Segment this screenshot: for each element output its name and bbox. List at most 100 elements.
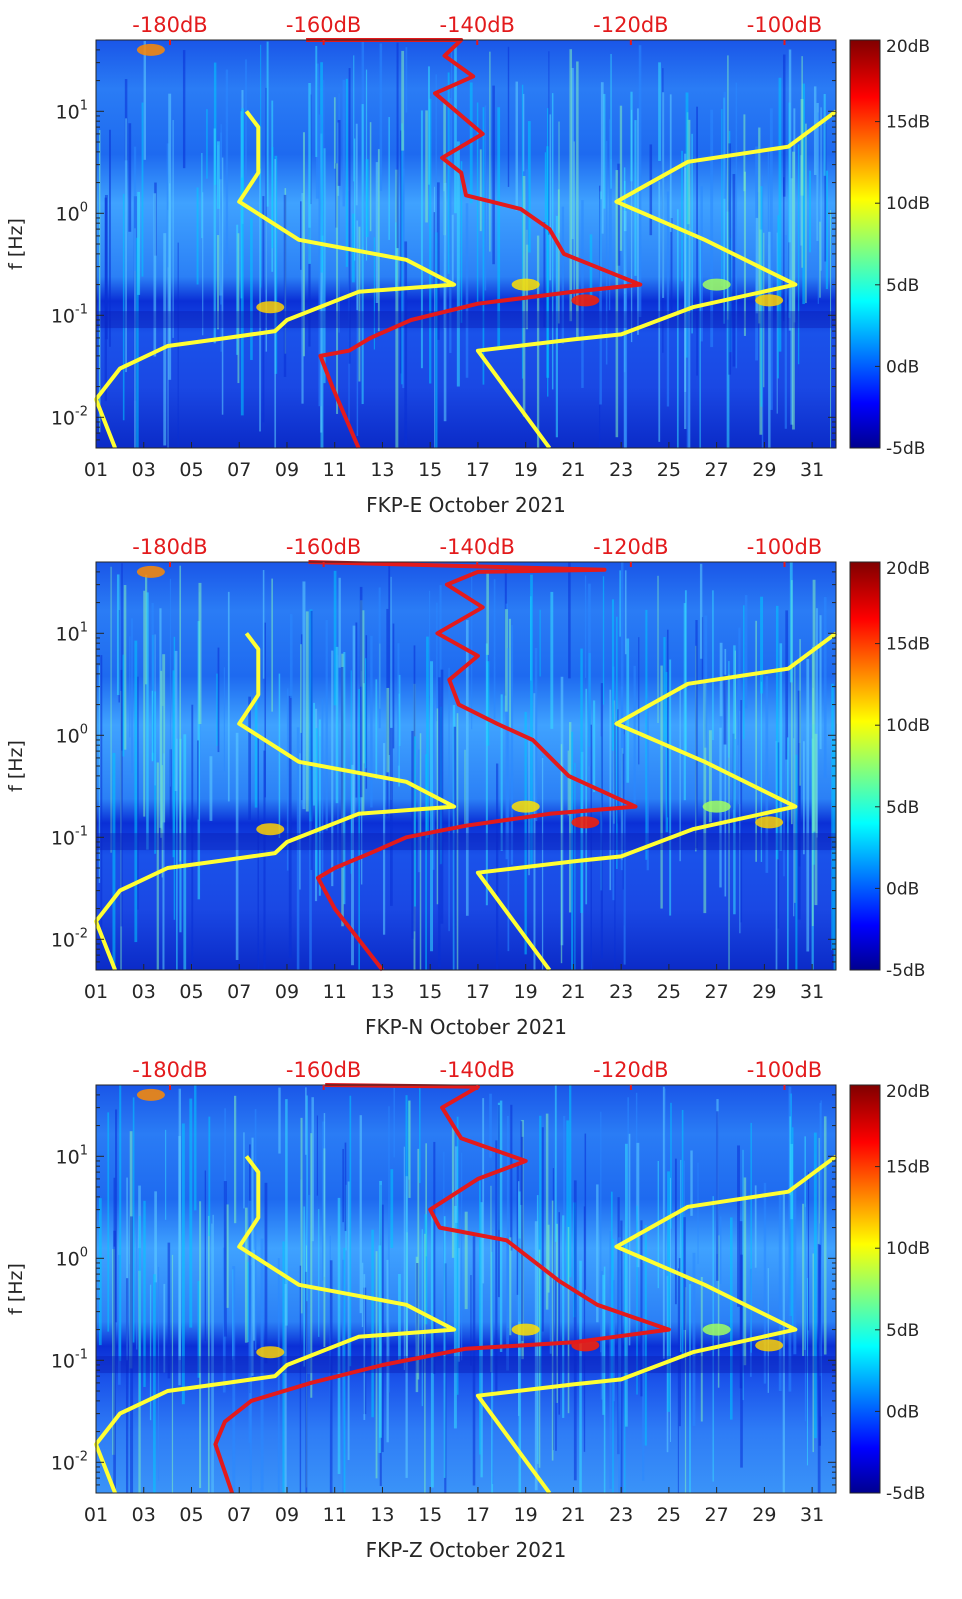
streak [761, 175, 764, 448]
high-noise-model-curve [475, 109, 838, 450]
streak [611, 599, 615, 751]
streak [793, 738, 795, 917]
streak [98, 1198, 102, 1346]
streak [750, 1122, 752, 1353]
streak [204, 1170, 207, 1342]
x-tick-label: 01 [84, 1504, 108, 1526]
streak [128, 123, 132, 232]
streak [558, 1212, 561, 1415]
streak [697, 1162, 699, 1264]
streak [737, 1145, 740, 1307]
streak [681, 150, 683, 282]
streak [620, 562, 624, 755]
streak [308, 227, 311, 347]
streak [149, 1284, 152, 1421]
streak [136, 237, 139, 448]
low-noise-model-curve [94, 1155, 457, 1494]
streak [549, 114, 552, 281]
streak [464, 749, 466, 828]
streak [333, 97, 336, 169]
top-db-tick-label: -140dB [440, 1058, 515, 1082]
top-db-tick-label: -120dB [593, 535, 668, 559]
streak [306, 1095, 308, 1302]
streak [602, 1274, 605, 1415]
streak [489, 51, 491, 252]
y-tick-label: 101 [56, 620, 88, 645]
streak [361, 104, 364, 405]
streak [401, 123, 403, 385]
streak [400, 130, 403, 374]
streak [133, 146, 137, 271]
x-tick-label: 29 [752, 1504, 776, 1526]
x-tick-label: 29 [752, 981, 776, 1003]
streak [664, 1088, 666, 1311]
streak [547, 1224, 550, 1293]
streak [405, 1176, 408, 1478]
streak [683, 603, 686, 801]
streak [125, 1278, 129, 1493]
streak [220, 132, 222, 305]
hot-spot [511, 278, 540, 291]
streak [388, 562, 391, 756]
streak [500, 694, 503, 851]
streak [131, 618, 133, 774]
streak [305, 1087, 307, 1155]
streak [264, 622, 266, 798]
streak [456, 141, 460, 387]
streak [676, 209, 679, 448]
hot-spot [702, 800, 731, 813]
streak [379, 1180, 382, 1438]
streak [789, 562, 793, 683]
dark-band [96, 833, 836, 851]
streak [352, 625, 356, 815]
streak [728, 143, 732, 375]
streak [726, 211, 730, 448]
streak [795, 754, 798, 970]
streak [302, 581, 306, 810]
streak [482, 1098, 485, 1284]
streak [684, 590, 687, 755]
streak [507, 46, 510, 187]
streak [579, 1260, 582, 1493]
streak [813, 86, 817, 176]
streak [576, 61, 579, 338]
streak [619, 570, 621, 637]
streak [176, 738, 178, 970]
streak [338, 577, 341, 668]
streak [717, 1235, 720, 1388]
streak [112, 752, 116, 970]
streak [138, 1215, 141, 1406]
streak [763, 1182, 767, 1384]
streak [333, 570, 337, 706]
colorbar-tick-label: 10dB [886, 716, 930, 736]
streak [525, 169, 529, 245]
streak [191, 704, 194, 970]
streak [566, 1120, 569, 1285]
top-db-tick-label: -120dB [593, 1058, 668, 1082]
x-tick-label: 01 [84, 459, 108, 481]
streak [318, 114, 322, 407]
streak [266, 41, 269, 207]
streak [790, 1143, 794, 1220]
streak [568, 722, 572, 913]
top-db-tick-label: -120dB [593, 13, 668, 37]
streak [337, 1197, 341, 1475]
y-tick-label: 10-1 [51, 824, 88, 849]
streak [735, 82, 738, 369]
streak [618, 1237, 622, 1493]
streak [590, 724, 592, 970]
streak [568, 562, 571, 679]
streak [125, 118, 127, 373]
colorbar [849, 561, 881, 971]
streak [465, 203, 469, 378]
top-db-tick-label: -180dB [132, 13, 207, 37]
streak [662, 1086, 665, 1359]
streak [521, 84, 524, 379]
streak [699, 240, 701, 448]
top-db-tick-label: -140dB [440, 535, 515, 559]
streak [227, 591, 230, 802]
streak [381, 1204, 384, 1453]
hot-spot [256, 823, 285, 836]
